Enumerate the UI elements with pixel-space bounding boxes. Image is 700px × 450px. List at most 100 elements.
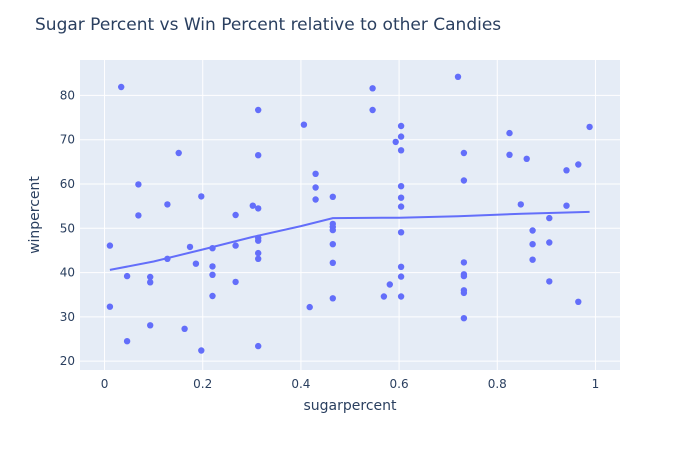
data-point xyxy=(198,193,205,200)
data-point xyxy=(517,201,524,208)
data-point xyxy=(300,121,308,128)
data-point xyxy=(312,170,319,177)
data-point xyxy=(175,149,182,157)
data-point xyxy=(529,227,536,234)
plot-area xyxy=(80,60,620,370)
data-point xyxy=(249,202,256,209)
y-tick-label: 60 xyxy=(60,177,75,191)
data-point xyxy=(460,149,468,157)
data-point xyxy=(232,242,239,249)
data-point xyxy=(546,278,553,285)
x-tick-label: 0.4 xyxy=(291,377,310,391)
data-point xyxy=(397,263,405,270)
data-point xyxy=(397,183,405,190)
data-point xyxy=(186,243,194,251)
data-point xyxy=(255,249,262,257)
y-axis-label: winpercent xyxy=(27,176,43,254)
data-point xyxy=(575,298,582,305)
x-tick-label: 0.6 xyxy=(390,377,409,391)
data-point xyxy=(369,106,376,114)
data-point xyxy=(563,167,570,174)
data-point xyxy=(106,303,114,310)
data-point xyxy=(255,205,262,212)
data-point xyxy=(397,194,405,201)
data-point xyxy=(255,237,262,244)
data-point xyxy=(506,129,513,137)
data-point xyxy=(147,279,154,286)
data-point xyxy=(397,122,405,130)
data-point xyxy=(529,241,536,248)
data-point xyxy=(135,181,142,188)
data-point xyxy=(397,203,405,210)
data-point xyxy=(123,272,131,280)
data-point xyxy=(575,161,582,168)
data-point xyxy=(135,212,142,219)
y-tick-label: 80 xyxy=(60,88,75,102)
y-tick-label: 20 xyxy=(60,354,75,368)
data-point xyxy=(306,303,313,311)
data-point xyxy=(397,133,405,140)
chart-title: Sugar Percent vs Win Percent relative to… xyxy=(35,15,501,35)
data-point xyxy=(255,255,262,262)
data-point xyxy=(209,271,216,278)
data-point xyxy=(198,347,205,354)
data-point xyxy=(523,155,530,162)
data-point xyxy=(106,242,114,249)
data-point xyxy=(232,278,239,286)
data-point xyxy=(255,106,262,114)
data-point xyxy=(460,259,468,266)
data-point xyxy=(397,293,405,300)
data-point xyxy=(209,292,216,300)
data-point xyxy=(529,256,536,263)
x-axis-label: sugarpercent xyxy=(303,398,397,414)
data-point xyxy=(312,184,319,191)
trend-line xyxy=(109,210,590,271)
data-point xyxy=(192,260,200,267)
x-tick-label: 0 xyxy=(101,377,109,391)
x-tick-label: 0.2 xyxy=(193,377,212,391)
data-point xyxy=(454,73,462,81)
data-point xyxy=(460,177,468,184)
data-point xyxy=(329,259,336,266)
data-point xyxy=(460,289,468,297)
data-point xyxy=(164,201,171,208)
data-point xyxy=(546,214,553,222)
data-point xyxy=(147,322,154,329)
data-point xyxy=(460,315,468,322)
x-axis-ticks: 0 0.2 0.4 0.6 0.8 1 xyxy=(101,377,600,391)
data-point xyxy=(164,255,171,262)
data-point xyxy=(329,295,336,302)
data-point xyxy=(386,281,393,288)
gridlines xyxy=(80,60,620,370)
data-point xyxy=(118,83,125,91)
data-point xyxy=(546,239,553,246)
data-point xyxy=(397,273,405,280)
data-point xyxy=(397,147,405,154)
data-point xyxy=(392,138,399,146)
x-tick-label: 1 xyxy=(592,377,600,391)
x-tick-label: 0.8 xyxy=(488,377,507,391)
data-point xyxy=(312,196,319,203)
data-points xyxy=(106,73,593,354)
y-tick-label: 40 xyxy=(60,266,75,280)
data-point xyxy=(460,272,468,280)
data-point xyxy=(397,229,405,236)
data-point xyxy=(209,245,216,252)
data-point xyxy=(147,273,154,281)
data-point xyxy=(506,151,513,158)
data-point xyxy=(586,123,593,131)
data-point xyxy=(329,226,336,234)
data-point xyxy=(209,263,216,270)
data-point xyxy=(563,202,570,209)
y-axis-ticks: 20 30 40 50 60 70 80 xyxy=(60,88,75,368)
data-point xyxy=(369,85,376,92)
data-point xyxy=(232,211,239,219)
y-tick-label: 70 xyxy=(60,133,75,147)
data-point xyxy=(329,241,336,248)
data-point xyxy=(380,293,388,300)
data-point xyxy=(329,193,336,200)
data-point xyxy=(181,325,188,332)
y-tick-label: 50 xyxy=(60,221,75,235)
data-point xyxy=(255,152,262,159)
